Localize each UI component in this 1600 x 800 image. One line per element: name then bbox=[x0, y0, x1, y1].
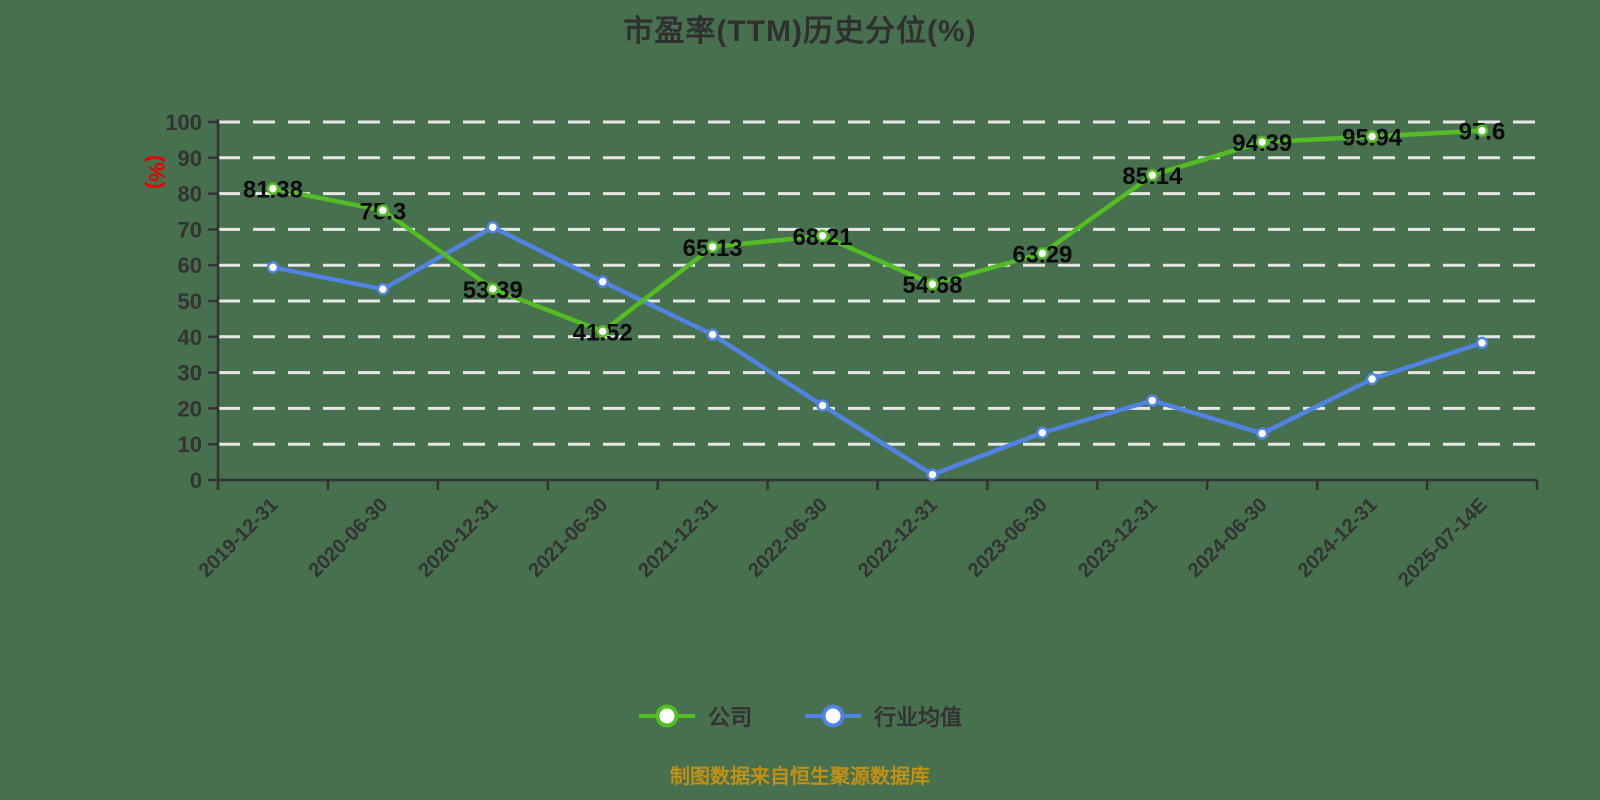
data-point[interactable] bbox=[1475, 336, 1489, 350]
x-axis-label: 2024-06-30 bbox=[1184, 494, 1272, 582]
legend-circle-industry bbox=[821, 704, 845, 728]
data-point[interactable] bbox=[1146, 168, 1159, 182]
y-axis-tick-label: 90 bbox=[178, 146, 202, 171]
legend-label-industry: 行业均值 bbox=[874, 705, 963, 730]
data-point[interactable] bbox=[1365, 372, 1379, 386]
y-axis-tick-label: 0 bbox=[190, 468, 202, 493]
legend-label-company: 公司 bbox=[707, 705, 752, 730]
x-axis-label: 2022-12-31 bbox=[854, 494, 942, 582]
legend-item-industry[interactable]: 行业均值 bbox=[804, 700, 962, 732]
data-point[interactable] bbox=[1146, 394, 1159, 407]
legend-item-company[interactable]: 公司 bbox=[638, 700, 752, 732]
legend-marker-industry-icon bbox=[805, 704, 861, 728]
x-axis-label: 2023-12-31 bbox=[1074, 494, 1162, 582]
data-point[interactable] bbox=[926, 277, 939, 291]
x-axis-label: 2024-12-31 bbox=[1294, 494, 1382, 582]
data-point[interactable] bbox=[376, 204, 390, 217]
data-point[interactable] bbox=[376, 282, 390, 296]
data-point[interactable] bbox=[706, 328, 719, 341]
data-source-caption: 制图数据来自恒生聚源数据库 bbox=[670, 766, 930, 788]
chart-title: 市盈率(TTM)历史分位(%) bbox=[623, 15, 977, 48]
data-point[interactable] bbox=[596, 275, 609, 288]
y-axis-tick-label: 10 bbox=[178, 432, 202, 457]
x-axis-label: 2021-06-30 bbox=[524, 494, 612, 582]
y-axis-tick-label: 40 bbox=[178, 325, 202, 350]
legend-marker-company-icon bbox=[638, 704, 695, 728]
data-point[interactable] bbox=[1036, 247, 1049, 260]
data-point[interactable] bbox=[266, 182, 280, 195]
y-axis-tick-label: 50 bbox=[178, 289, 202, 314]
data-point[interactable] bbox=[266, 261, 280, 274]
legend: 公司 行业均值 bbox=[0, 700, 1600, 732]
x-axis-label: 2021-12-31 bbox=[634, 494, 722, 582]
data-point[interactable] bbox=[816, 229, 829, 243]
data-point[interactable] bbox=[1036, 426, 1049, 439]
x-axis-label: 2025-07-14E bbox=[1394, 494, 1491, 591]
data-point[interactable] bbox=[1255, 427, 1269, 440]
data-point[interactable] bbox=[926, 468, 939, 481]
legend-circle-company bbox=[655, 704, 679, 728]
series-line-行业均值 bbox=[270, 225, 1485, 477]
x-axis-label: 2020-12-31 bbox=[414, 494, 502, 582]
x-axis-label: 2022-06-30 bbox=[744, 494, 832, 582]
data-point[interactable] bbox=[1475, 124, 1489, 137]
x-axis-label: 2023-06-30 bbox=[964, 494, 1052, 582]
x-axis-label: 2020-06-30 bbox=[305, 494, 393, 582]
data-point[interactable] bbox=[1365, 130, 1379, 143]
series-line-公司 bbox=[270, 128, 1485, 334]
y-axis-tick-label: 70 bbox=[178, 217, 202, 242]
x-axis-label: 2019-12-31 bbox=[195, 494, 283, 582]
y-axis-tick-label: 100 bbox=[165, 110, 202, 135]
data-point[interactable] bbox=[706, 240, 719, 254]
y-axis-tick-label: 60 bbox=[178, 253, 202, 278]
y-axis-tick-label: 20 bbox=[178, 396, 202, 421]
data-point[interactable] bbox=[486, 282, 500, 296]
data-point[interactable] bbox=[1255, 135, 1269, 149]
y-axis-tick-label: 30 bbox=[178, 361, 202, 386]
data-point[interactable] bbox=[596, 325, 609, 338]
data-point[interactable] bbox=[486, 221, 500, 234]
y-axis-tick-label: 80 bbox=[178, 182, 202, 207]
data-point[interactable] bbox=[816, 399, 829, 412]
